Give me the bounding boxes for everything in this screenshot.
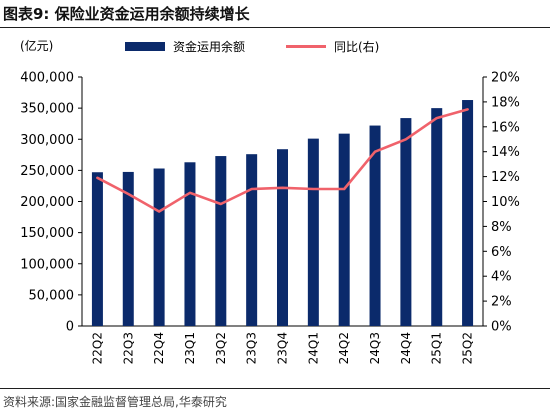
yoy-line bbox=[96, 108, 469, 213]
x-tick-label: 23Q3 bbox=[245, 332, 259, 364]
right-tick-label: 10% bbox=[491, 195, 520, 210]
x-tick-label: 24Q1 bbox=[306, 332, 320, 364]
x-tick-label: 25Q2 bbox=[461, 332, 475, 364]
source-divider bbox=[0, 388, 550, 389]
right-tick-label: 2% bbox=[491, 295, 512, 310]
right-tick-label: 0% bbox=[491, 320, 512, 335]
left-tick-label: 50,000 bbox=[29, 288, 75, 303]
legend-label-bar: 资金运用余额 bbox=[173, 40, 246, 54]
right-tick-label: 14% bbox=[491, 145, 520, 160]
source-note: 资料来源:国家金融监督管理总局,华泰研究 bbox=[3, 395, 227, 409]
left-tick-label: 300,000 bbox=[20, 133, 74, 148]
left-tick-label: 0 bbox=[66, 320, 74, 335]
bar bbox=[307, 138, 319, 326]
legend-item-bar: 资金运用余额 bbox=[125, 38, 245, 55]
left-tick-label: 150,000 bbox=[20, 226, 74, 241]
x-tick-label: 25Q1 bbox=[430, 332, 444, 364]
right-tick-label: 16% bbox=[491, 120, 520, 135]
legend-swatch-line bbox=[286, 45, 326, 48]
bar bbox=[91, 172, 103, 326]
bar bbox=[246, 154, 258, 326]
left-tick-label: 100,000 bbox=[20, 257, 74, 272]
bar bbox=[184, 162, 196, 326]
x-tick-label: 22Q4 bbox=[152, 332, 166, 364]
right-tick-label: 12% bbox=[491, 170, 520, 185]
x-tick-label: 24Q4 bbox=[399, 332, 413, 364]
left-axis-unit: (亿元) bbox=[20, 39, 54, 53]
legend-swatch-bar bbox=[125, 42, 165, 51]
chart-title: 图表9: 保险业资金运用余额持续增长 bbox=[3, 5, 250, 23]
right-tick-label: 8% bbox=[491, 220, 512, 235]
x-tick-label: 23Q4 bbox=[276, 332, 290, 364]
bar bbox=[338, 133, 350, 326]
bar bbox=[431, 108, 443, 326]
left-tick-label: 350,000 bbox=[20, 102, 74, 117]
chart-area: 0 50,000 100,000 150,000 200,000 250,000 300,0… bbox=[20, 71, 520, 365]
right-tick-label: 6% bbox=[491, 245, 512, 260]
bar bbox=[400, 118, 412, 327]
x-tick-label: 23Q2 bbox=[214, 332, 228, 364]
x-tick-label: 24Q2 bbox=[337, 332, 351, 364]
right-tick-label: 18% bbox=[491, 95, 520, 110]
x-tick-label: 22Q2 bbox=[90, 332, 104, 364]
x-tick-label: 24Q3 bbox=[368, 332, 382, 364]
bar bbox=[277, 149, 288, 326]
x-tick-label: 23Q1 bbox=[183, 332, 197, 364]
right-tick-label: 20% bbox=[491, 71, 520, 86]
bar bbox=[153, 168, 165, 326]
bar bbox=[369, 125, 381, 327]
left-tick-label: 200,000 bbox=[20, 195, 74, 210]
bar bbox=[462, 100, 474, 326]
bar bbox=[122, 171, 134, 326]
legend-label-line: 同比(右) bbox=[334, 40, 380, 54]
legend-item-line: 同比(右) bbox=[286, 38, 379, 55]
title-divider bbox=[0, 27, 550, 28]
right-tick-label: 4% bbox=[491, 270, 512, 285]
x-tick-label: 22Q3 bbox=[121, 332, 135, 364]
left-tick-label: 400,000 bbox=[20, 71, 74, 86]
bar bbox=[215, 156, 227, 326]
left-tick-label: 250,000 bbox=[20, 164, 74, 179]
